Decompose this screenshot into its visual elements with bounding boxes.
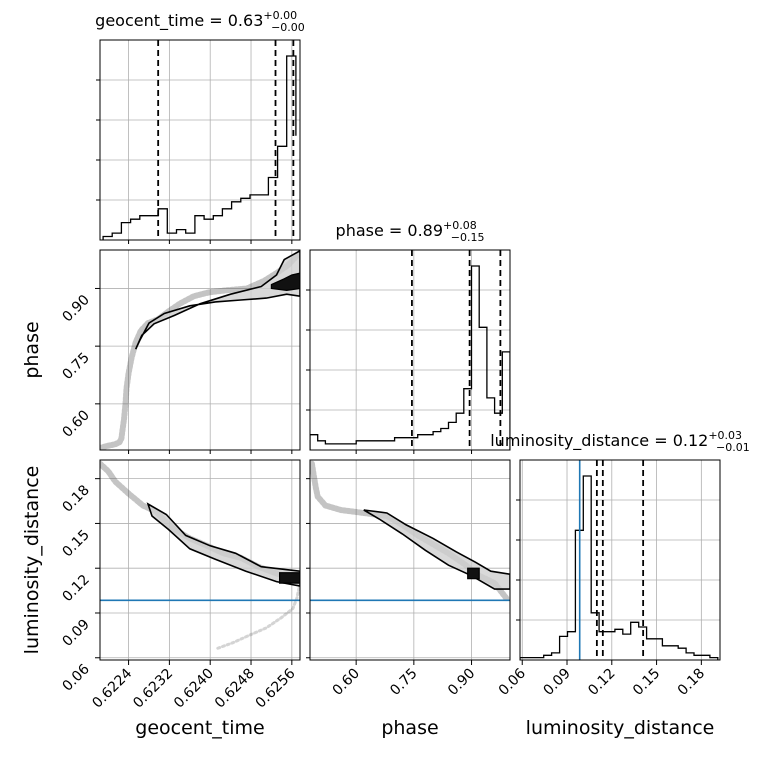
panel-frame bbox=[99, 459, 301, 661]
panel-grid bbox=[310, 460, 510, 660]
density-geocent_time-luminosity_distance bbox=[100, 460, 300, 651]
marginal-title: phase = 0.89+0.08 −0.15 bbox=[336, 219, 485, 244]
x-tick-label-geocent_time: 0.6240 bbox=[171, 666, 217, 712]
panel-grid bbox=[100, 40, 300, 240]
contour-outer bbox=[134, 250, 300, 350]
histogram-step-luminosity_distance bbox=[520, 475, 719, 660]
title-equals: = bbox=[649, 431, 673, 450]
title-name: geocent_time bbox=[95, 11, 204, 31]
y-tick-label-phase: 0.90 bbox=[59, 292, 92, 325]
x-tick-label-luminosity_distance: 0.18 bbox=[675, 666, 708, 699]
y-tick-label-luminosity_distance: 0.09 bbox=[59, 616, 92, 649]
density-geocent_time-phase bbox=[100, 250, 300, 450]
title-plus: +0.08 bbox=[443, 219, 477, 232]
x-tick-label-geocent_time: 0.6248 bbox=[212, 666, 258, 712]
y-tick-label-phase: 0.60 bbox=[59, 407, 92, 440]
panel-frame bbox=[309, 249, 511, 451]
x-tick-label-phase: 0.60 bbox=[330, 666, 363, 699]
y-axis-label-phase: phase bbox=[21, 321, 43, 378]
title-median: 0.89 bbox=[407, 221, 443, 240]
panel-grid bbox=[100, 460, 300, 660]
title-equals: = bbox=[384, 221, 408, 240]
panel-grid bbox=[310, 250, 510, 450]
sample-scatter-tail bbox=[214, 581, 300, 651]
x-tick-label-geocent_time: 0.6232 bbox=[130, 666, 176, 712]
x-tick-label-phase: 0.90 bbox=[445, 666, 478, 699]
x-tick-label-luminosity_distance: 0.09 bbox=[540, 666, 573, 699]
title-median: 0.12 bbox=[673, 431, 709, 450]
histogram-geocent_time bbox=[102, 40, 297, 240]
title-plus: +0.00 bbox=[263, 9, 297, 22]
contour-outer bbox=[363, 509, 510, 590]
x-axis-label-luminosity_distance: luminosity_distance bbox=[526, 717, 715, 739]
title-plus: +0.03 bbox=[708, 429, 742, 442]
title-name: phase bbox=[336, 221, 384, 240]
title-minus: −0.15 bbox=[451, 231, 485, 244]
x-tick-label-luminosity_distance: 0.15 bbox=[630, 666, 663, 699]
title-equals: = bbox=[204, 11, 228, 30]
panel-frame bbox=[519, 459, 721, 661]
marginal-title: luminosity_distance = 0.12+0.03 −0.01 bbox=[490, 429, 750, 454]
x-tick-label-luminosity_distance: 0.12 bbox=[585, 666, 618, 699]
histogram-luminosity_distance bbox=[520, 460, 719, 660]
sample-scatter-trail bbox=[100, 460, 300, 585]
contour-inner bbox=[279, 572, 300, 584]
title-minus: −0.00 bbox=[271, 21, 305, 34]
y-tick-label-luminosity_distance: 0.06 bbox=[59, 661, 92, 694]
x-tick-label-geocent_time: 0.6224 bbox=[89, 665, 135, 711]
y-tick-label-luminosity_distance: 0.12 bbox=[59, 572, 92, 605]
x-axis-label-phase: phase bbox=[381, 717, 438, 739]
y-tick-label-luminosity_distance: 0.15 bbox=[59, 527, 92, 560]
histogram-phase bbox=[310, 250, 510, 450]
panel-frame bbox=[309, 459, 511, 661]
sample-scatter-trail bbox=[100, 252, 300, 450]
contour-inner bbox=[270, 272, 300, 292]
y-tick-label-phase: 0.75 bbox=[59, 350, 92, 383]
x-tick-label-luminosity_distance: 0.06 bbox=[496, 665, 529, 698]
contour-outer bbox=[146, 502, 300, 587]
density-phase-luminosity_distance bbox=[310, 460, 510, 602]
title-minus: −0.01 bbox=[716, 441, 750, 454]
title-name: luminosity_distance bbox=[490, 431, 649, 451]
histogram-step-phase bbox=[310, 265, 510, 450]
x-axis-label-geocent_time: geocent_time bbox=[135, 717, 264, 739]
y-tick-label-luminosity_distance: 0.18 bbox=[59, 482, 92, 515]
panel-frame bbox=[99, 249, 301, 451]
title-median: 0.63 bbox=[228, 11, 264, 30]
panel-frame bbox=[99, 39, 301, 241]
marginal-title: geocent_time = 0.63+0.00 −0.00 bbox=[95, 9, 305, 34]
panel-grid bbox=[520, 460, 720, 660]
y-axis-label-luminosity_distance: luminosity_distance bbox=[21, 466, 43, 655]
histogram-step-geocent_time bbox=[102, 55, 297, 240]
x-tick-label-phase: 0.75 bbox=[387, 666, 420, 699]
contour-inner bbox=[467, 567, 480, 580]
x-tick-label-geocent_time: 0.6256 bbox=[253, 665, 299, 711]
